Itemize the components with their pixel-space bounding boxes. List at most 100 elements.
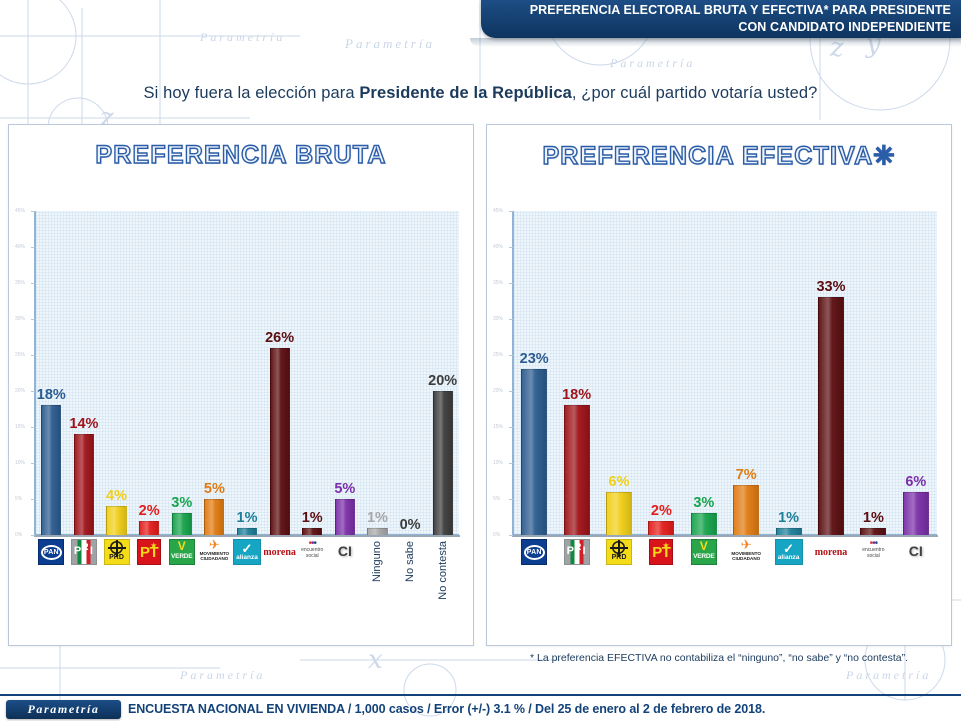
- es-dot-icon: •: [310, 539, 314, 549]
- mc-logo-line2: CIUDADANO: [732, 556, 761, 562]
- bar-slot: 4%: [106, 211, 128, 535]
- y-tick-mark: [31, 535, 35, 536]
- prd-logo-text: PRD: [611, 554, 627, 561]
- y-tick-mark: [509, 463, 513, 464]
- mc-eagle-icon: ✈: [740, 539, 752, 552]
- plot-area-left: [35, 211, 459, 535]
- pri-letter-r: R: [81, 542, 89, 553]
- es-dot-icon: •: [869, 539, 873, 549]
- bar-slot: 1%: [367, 211, 388, 535]
- pt-logo-icon: ★ PT: [649, 539, 674, 565]
- question-after: , ¿por cuál partido votaría usted?: [571, 84, 818, 102]
- pt-logo-text: PT: [652, 543, 671, 561]
- bar-value-label: 5%: [203, 481, 225, 497]
- bar-slot: 3%: [171, 211, 192, 535]
- bar-value-label: 18%: [36, 387, 66, 404]
- bar-value-label: 23%: [519, 351, 549, 368]
- bar-value-label: 18%: [562, 387, 592, 404]
- bar: [73, 434, 95, 535]
- bar: [648, 520, 675, 535]
- bar: [171, 513, 192, 535]
- bar-slot: 3%: [690, 211, 717, 535]
- es-dot-icon: •: [874, 539, 878, 549]
- x-label-slot: PRD: [598, 539, 640, 565]
- x-label-slot: PAN: [513, 539, 555, 565]
- x-label-slot: ✓ alianza: [767, 539, 809, 565]
- verde-logo-text: VERDE: [693, 553, 715, 560]
- bar: [690, 513, 717, 535]
- alianza-swoosh-icon: ✓: [783, 541, 795, 556]
- alianza-logo-icon: ✓ alianza: [774, 539, 803, 565]
- pt-logo-icon: ★ PT: [137, 539, 162, 565]
- y-tick-mark: [509, 535, 513, 536]
- verde-letter-v: V: [177, 539, 186, 553]
- x-label-slot: morena: [810, 539, 852, 565]
- pan-logo-icon: PAN: [38, 539, 65, 565]
- y-tick-mark: [31, 319, 35, 320]
- bar-slot: 1%: [860, 211, 887, 535]
- y-tick-mark: [509, 319, 513, 320]
- bar-slot: 23%: [519, 211, 549, 535]
- bar: [106, 506, 127, 535]
- header-shadow: [470, 38, 961, 47]
- bar: [41, 405, 62, 535]
- bar-value-label: 26%: [265, 329, 295, 346]
- header-line-1: PREFERENCIA ELECTORAL BRUTA Y EFECTIVA* …: [529, 3, 951, 17]
- pt-logo-text: PT: [140, 543, 159, 561]
- x-label-slot: ••• encuentro social: [296, 539, 329, 565]
- pri-letter-r: R: [574, 542, 582, 553]
- bar: [432, 391, 453, 535]
- watermark-text: Parametría: [180, 668, 266, 682]
- y-tick-mark: [31, 391, 35, 392]
- watermark-text: Parametría: [846, 668, 932, 682]
- bar-value-label: 1%: [301, 509, 323, 526]
- x-label-no-sabe: No sabe: [404, 541, 417, 582]
- bar-slot: 33%: [816, 211, 846, 535]
- alianza-logo-text: alianza: [777, 554, 800, 561]
- y-tick-mark: [31, 499, 35, 500]
- bar-value-label: 4%: [106, 488, 128, 505]
- svg-text:z: z: [829, 33, 844, 63]
- x-label-slot: ✈ MOVIMIENTO CIUDADANO: [198, 539, 231, 565]
- bar-value-label: 33%: [816, 279, 846, 296]
- x-label-slot: Ninguno: [361, 539, 394, 582]
- bar-slot: 6%: [606, 211, 632, 535]
- bar-slot: 2%: [139, 211, 160, 535]
- bar: [818, 297, 844, 535]
- y-tick-mark: [509, 391, 513, 392]
- bar-slot: 18%: [562, 211, 592, 535]
- bar: [563, 405, 590, 535]
- y-tick-mark: [31, 463, 35, 464]
- pt-star-icon: ★: [150, 541, 158, 550]
- bar-value-label: 1%: [862, 509, 884, 526]
- verde-logo-icon: V VERDE: [690, 539, 717, 565]
- question-text: Si hoy fuera la elección para Presidente…: [0, 84, 961, 103]
- x-label-slot: ✈ MOVIMIENTO CIUDADANO: [725, 539, 767, 565]
- bar-slot: 26%: [265, 211, 294, 535]
- bar-value-label: 1%: [236, 509, 258, 526]
- x-label-slot: morena: [263, 539, 296, 565]
- bar: [334, 499, 355, 535]
- verde-letter-v: V: [699, 539, 708, 553]
- bar: [733, 484, 760, 535]
- alianza-swoosh-icon: ✓: [241, 541, 253, 556]
- es-logo-line1: encuentro: [301, 547, 324, 553]
- encuentro-social-logo-icon: ••• encuentro social: [858, 539, 889, 565]
- bar-value-label: 7%: [735, 466, 757, 483]
- panel-preferencia-bruta: PREFERENCIA BRUTA 45% 40% 35% 30% 25% 20% 15% 1…: [8, 124, 474, 646]
- bars-left: 18% 14% 4% 2% 3% 5% 1% 26% 1% 5% 1% 0% 20%: [35, 211, 459, 535]
- watermark-text: Parametría: [200, 30, 286, 44]
- bar-slot: 1%: [775, 211, 802, 535]
- panel-right-title: PREFERENCIA EFECTIVA✳: [542, 141, 896, 170]
- footer-text: ENCUESTA NACIONAL EN VIVIENDA / 1,000 ca…: [128, 702, 766, 716]
- x-label-ninguno: Ninguno: [371, 541, 384, 582]
- footnote: * La preferencia EFECTIVA no contabiliza…: [529, 652, 908, 664]
- bar-slot: 0%: [400, 211, 421, 535]
- es-logo-line2: social: [305, 552, 319, 559]
- morena-logo-text: morena: [263, 546, 296, 558]
- bar: [269, 347, 290, 535]
